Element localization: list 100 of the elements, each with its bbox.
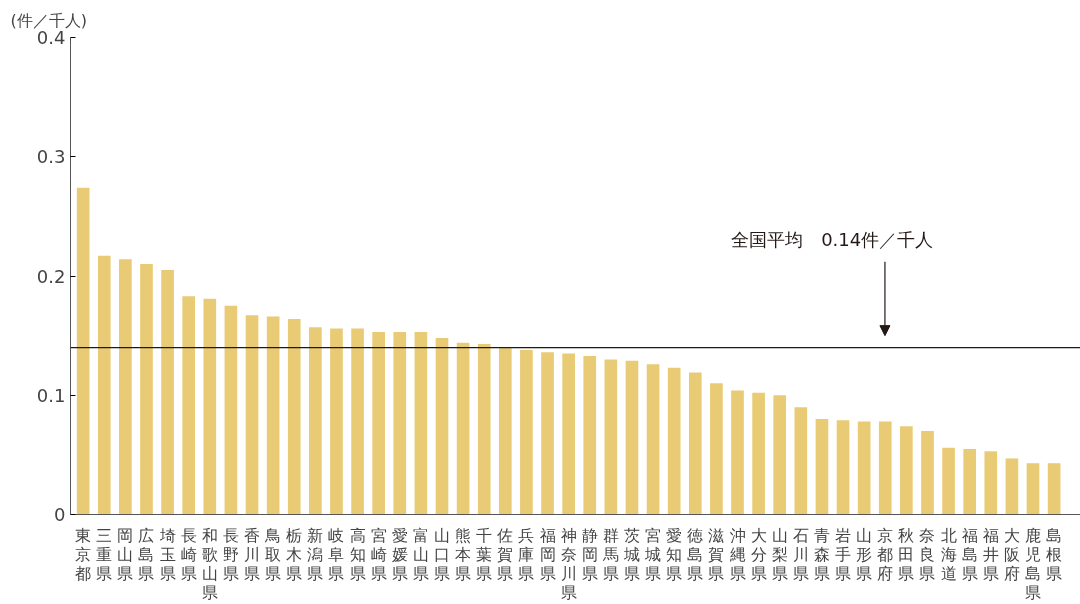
bar [731,390,744,515]
bar [688,372,702,515]
x-tick-label: 神奈川県 [560,525,577,602]
y-axis-title: (件／千人) [10,10,87,30]
bar [119,259,132,515]
bar [857,421,871,515]
x-tick-label: 栃木県 [286,525,303,583]
bar [710,383,723,515]
bar [646,364,660,515]
x-tick-label: 沖縄県 [728,525,746,583]
x-tick-label: 富山県 [412,525,429,583]
bar [97,255,111,515]
x-tick-label: 千葉県 [476,525,493,583]
x-tick-label: 山口県 [433,525,450,583]
bar [372,332,385,515]
bar [1047,463,1061,515]
y-tick-label: 0.2 [36,265,66,287]
bar [76,187,90,515]
bar [1026,463,1040,515]
x-tick-label: 島根県 [1046,525,1063,583]
x-tick-label: 山形県 [856,525,873,583]
bar [752,392,765,515]
bar [900,426,913,515]
x-tick-label: 北海道 [940,525,957,583]
y-tick-label: 0.1 [36,384,66,406]
bar [1005,458,1019,515]
bar [309,327,322,515]
x-tick-label: 高知県 [349,525,366,583]
x-tick-label: 愛知県 [666,525,683,583]
y-tick-label: 0.3 [36,146,66,168]
x-tick-label: 大阪府 [1003,525,1020,583]
y-tick-label: 0.4 [36,27,66,48]
x-tick-label: 東京都 [75,525,92,583]
bar [541,352,554,515]
x-tick-label: 佐賀県 [497,525,514,583]
bar [815,419,829,515]
bar [773,395,787,515]
x-tick-label: 兵庫県 [518,525,535,583]
x-tick-label: 山梨県 [771,525,788,583]
ref-line-label: 全国平均 0.14件／千人 [731,228,934,250]
bar [942,447,955,515]
x-tick-label: 愛媛県 [391,525,408,583]
x-tick-label: 福井県 [982,525,999,583]
bar [963,448,977,515]
x-tick-label: 大分県 [750,525,767,583]
x-tick-label: 岡山県 [117,525,134,583]
x-tick-label: 滋賀県 [708,525,725,583]
bar [287,318,301,515]
bar [625,360,639,515]
x-tick-label: 鹿児島県 [1025,525,1042,602]
x-tick-label: 奈良県 [919,525,936,583]
x-tick-label: 茨城県 [622,525,640,583]
bar [562,353,575,515]
bar [245,315,259,515]
bar [203,298,217,515]
x-tick-label: 宮崎県 [370,525,387,583]
x-tick-label: 宮城県 [644,525,662,583]
bar [583,355,597,515]
x-tick-label: 長野県 [222,525,239,583]
bar [266,316,280,515]
x-tick-label: 長崎県 [180,525,197,583]
x-tick-label: 岐阜県 [328,525,345,583]
y-tick-label: 0 [54,504,66,525]
bar [393,332,407,515]
bar [456,342,470,515]
bar [498,347,512,515]
bar [604,359,618,515]
x-tick-label: 三重県 [96,525,113,583]
bar [414,332,428,515]
bar [330,328,343,515]
bar [224,305,238,515]
x-tick-label: 和歌山県 [201,525,218,602]
x-tick-label: 鳥取県 [264,525,282,583]
x-tick-label: 秋田県 [898,525,915,583]
bar [836,420,850,515]
bar [520,349,533,515]
x-tick-label: 福島県 [961,525,978,583]
x-tick-label: 石川県 [792,525,809,583]
x-tick-label: 香川県 [244,525,261,583]
bar [140,264,153,515]
x-tick-label: 青森県 [813,525,830,583]
bar [667,367,681,515]
bar [984,451,998,515]
x-tick-label: 京都府 [877,525,894,583]
bar [435,338,449,515]
x-tick-label: 静岡県 [581,525,598,583]
bar [351,328,364,515]
bar [794,407,808,515]
x-tick-label: 埼玉県 [158,525,176,583]
x-tick-label: 徳島県 [687,525,704,583]
x-tick-label: 群馬県 [601,525,619,583]
bar [878,421,892,515]
x-tick-label: 新潟県 [307,525,324,583]
x-tick-label: 熊本県 [455,525,472,583]
bar [161,270,174,515]
x-tick-label: 岩手県 [835,525,852,583]
bar [182,296,196,515]
bar [477,343,491,515]
x-tick-label: 福岡県 [539,525,556,583]
bar [921,431,934,515]
